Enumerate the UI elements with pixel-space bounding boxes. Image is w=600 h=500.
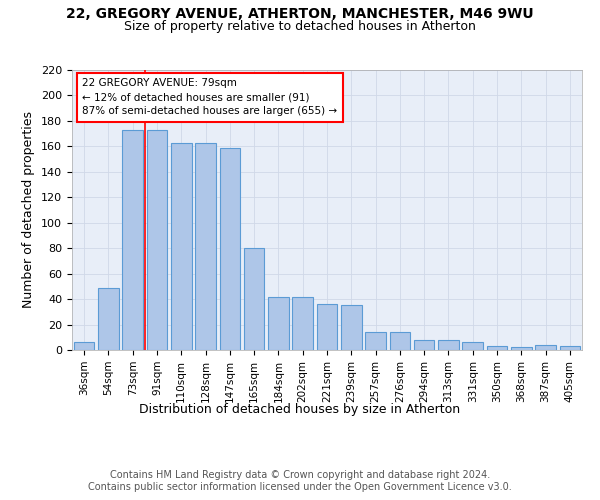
Text: Size of property relative to detached houses in Atherton: Size of property relative to detached ho… [124, 20, 476, 33]
Bar [220, 148, 240, 350]
Bar [146, 130, 167, 350]
Bar [317, 304, 337, 350]
Bar [244, 248, 265, 350]
Bar [560, 346, 580, 350]
Text: Contains public sector information licensed under the Open Government Licence v3: Contains public sector information licen… [88, 482, 512, 492]
Bar [487, 346, 508, 350]
Bar [389, 332, 410, 350]
Bar [292, 296, 313, 350]
Bar [341, 306, 362, 350]
Bar [463, 342, 483, 350]
Bar [195, 142, 216, 350]
Text: Distribution of detached houses by size in Atherton: Distribution of detached houses by size … [139, 402, 461, 415]
Bar [98, 288, 119, 350]
Bar [171, 142, 191, 350]
Text: Contains HM Land Registry data © Crown copyright and database right 2024.: Contains HM Land Registry data © Crown c… [110, 470, 490, 480]
Y-axis label: Number of detached properties: Number of detached properties [22, 112, 35, 308]
Bar [511, 348, 532, 350]
Text: 22 GREGORY AVENUE: 79sqm
← 12% of detached houses are smaller (91)
87% of semi-d: 22 GREGORY AVENUE: 79sqm ← 12% of detach… [82, 78, 337, 116]
Bar [414, 340, 434, 350]
Bar [122, 130, 143, 350]
Bar [365, 332, 386, 350]
Text: 22, GREGORY AVENUE, ATHERTON, MANCHESTER, M46 9WU: 22, GREGORY AVENUE, ATHERTON, MANCHESTER… [66, 8, 534, 22]
Bar [268, 296, 289, 350]
Bar [438, 340, 459, 350]
Bar [535, 345, 556, 350]
Bar [74, 342, 94, 350]
